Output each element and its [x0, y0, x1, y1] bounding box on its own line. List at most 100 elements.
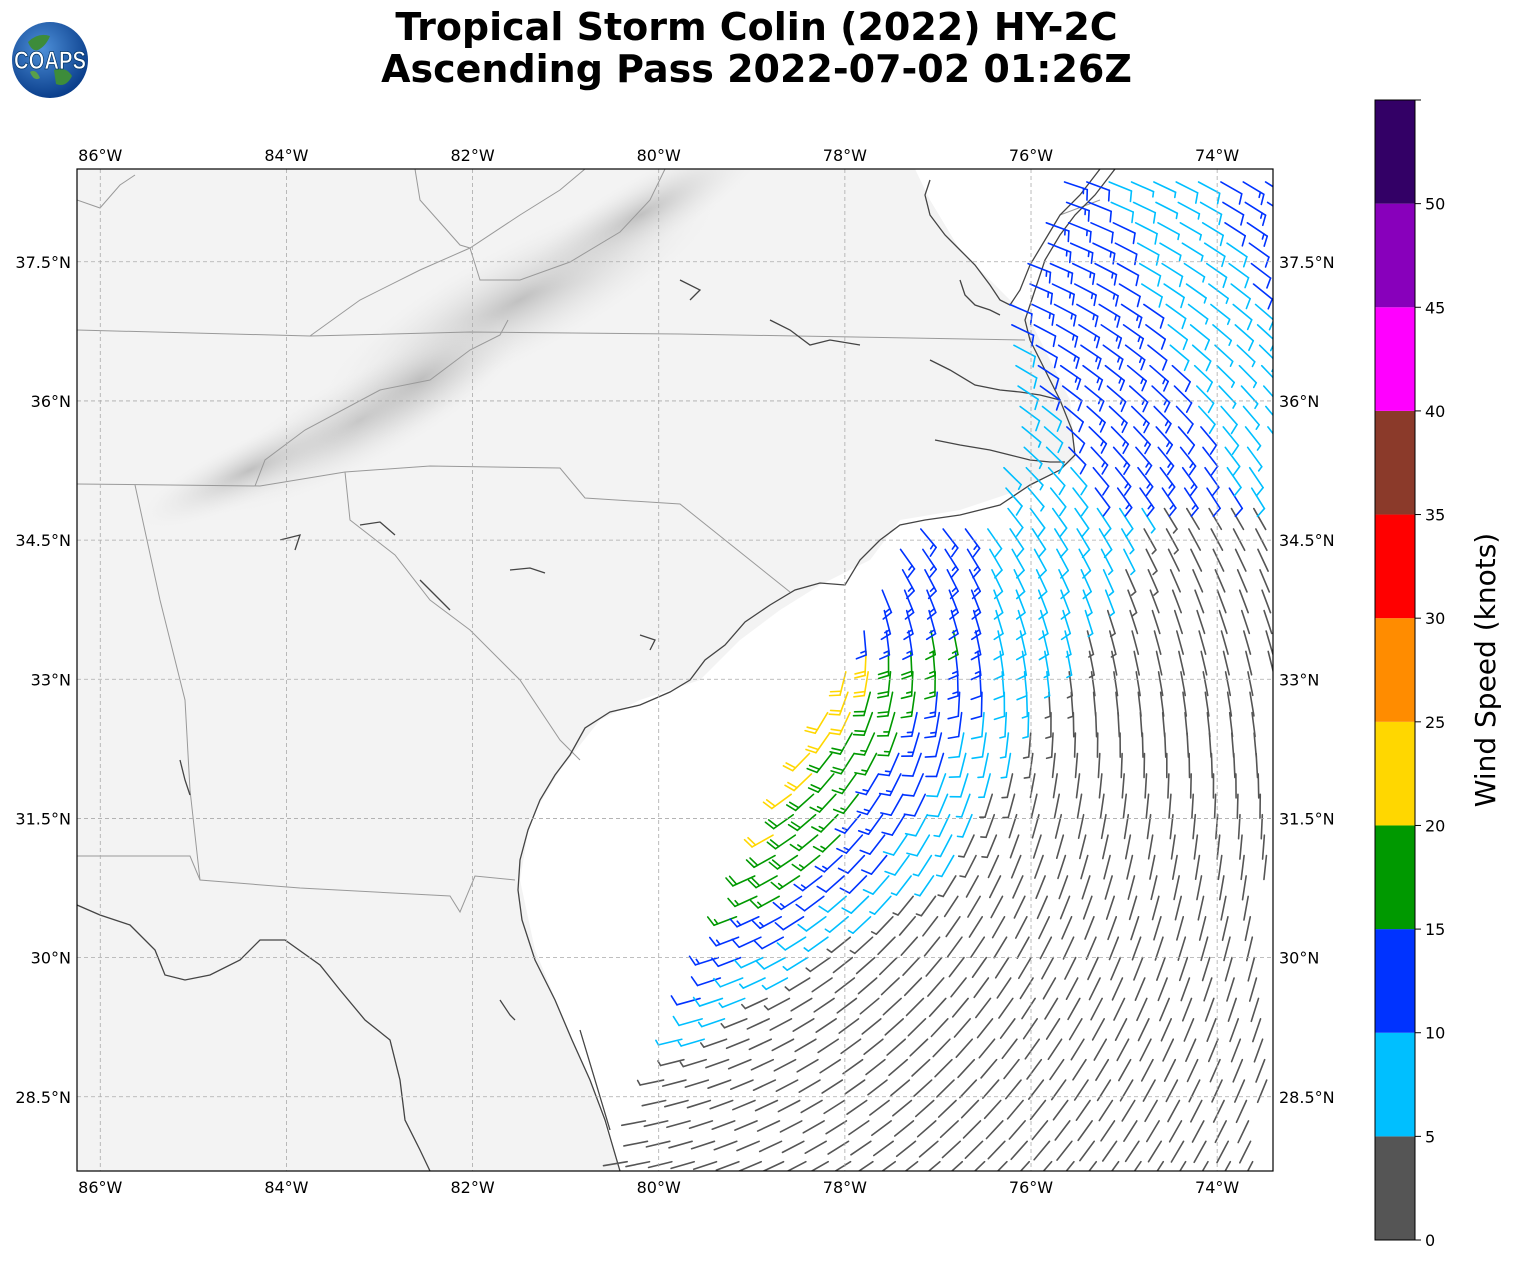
wind-barb-801 — [1151, 385, 1171, 413]
colorbar-tick-label-10: 50 — [1425, 195, 1445, 214]
wind-barb-269 — [1226, 977, 1235, 1002]
wind-barb-632 — [1153, 630, 1162, 655]
wind-barb-127 — [982, 1079, 1000, 1099]
wind-barb-151 — [911, 1058, 931, 1077]
wind-barb-739 — [1072, 487, 1089, 517]
wind-barb-358 — [1059, 895, 1071, 920]
wind-barb-684 — [1125, 568, 1137, 596]
lat-tick-label-left-4: 31.5°N — [15, 809, 71, 828]
wind-barb-144 — [750, 1058, 775, 1071]
wind-barb-829 — [1236, 344, 1256, 368]
wind-barb-643 — [993, 609, 1004, 641]
wind-barb-274 — [755, 956, 787, 970]
wind-barb-11 — [857, 1160, 874, 1171]
wind-barb-552 — [1045, 711, 1052, 739]
wind-barb-254 — [880, 977, 900, 996]
wind-barb-636 — [1243, 630, 1252, 655]
wind-barb-257 — [950, 977, 967, 998]
wind-barb-914 — [1220, 181, 1243, 205]
wind-barb-903 — [1199, 201, 1223, 226]
wind-barb-849 — [1143, 303, 1165, 329]
wind-barb-471 — [1076, 793, 1083, 819]
wind-barb-869 — [1094, 262, 1118, 286]
wind-barb-855 — [1029, 283, 1053, 305]
wind-barb-630 — [1108, 630, 1117, 658]
wind-barb-376 — [937, 875, 957, 898]
wind-barb-159 — [1095, 1058, 1110, 1082]
wind-barb-525 — [877, 732, 898, 757]
wind-barb-68 — [871, 1120, 892, 1137]
wind-barb-25 — [1179, 1160, 1187, 1171]
wind-barb-802 — [1173, 385, 1193, 413]
wind-barb-468 — [1002, 793, 1016, 819]
wind-barb-754 — [1137, 466, 1154, 497]
wind-barb-438 — [811, 813, 839, 833]
wind-barb-881 — [1136, 242, 1160, 266]
wind-barb-146 — [796, 1058, 819, 1073]
wind-barb-366 — [1243, 895, 1250, 921]
logo-text: COAPS — [14, 47, 86, 75]
wind-barb-351 — [892, 895, 914, 916]
wind-barb-700 — [1100, 548, 1114, 576]
wind-barb-104 — [1075, 1099, 1091, 1122]
wind-barb-278 — [855, 956, 876, 975]
lon-tick-label-bottom-2: 82°W — [450, 1178, 494, 1197]
wind-barb-759 — [1248, 466, 1264, 497]
wind-barbs — [602, 181, 1273, 1171]
wind-barb-1 — [625, 1160, 651, 1168]
wind-barb-489 — [1001, 773, 1014, 799]
wind-barb-547 — [924, 711, 941, 739]
wind-barb-637 — [1265, 630, 1273, 655]
wind-barb-326 — [847, 915, 872, 935]
wind-barb-653 — [1218, 609, 1228, 635]
wind-barb-315 — [1154, 936, 1164, 961]
wind-barb-280 — [902, 956, 921, 977]
wind-barb-454 — [1192, 813, 1197, 840]
wind-barb-143 — [727, 1058, 752, 1070]
wind-barb-621 — [902, 630, 914, 661]
wind-barb-282 — [948, 956, 965, 978]
wind-barb-231 — [928, 997, 947, 1018]
wind-barb-73 — [985, 1120, 1004, 1140]
wind-barb-287 — [1064, 956, 1077, 980]
wind-barb-160 — [1118, 1058, 1132, 1082]
wind-barb-598 — [1224, 671, 1232, 697]
wind-barb-81 — [1168, 1120, 1183, 1143]
wind-barb-765 — [1135, 446, 1153, 476]
wind-barb-863 — [1208, 283, 1229, 305]
wind-barb-735 — [1253, 507, 1267, 531]
wind-barb-851 — [1187, 303, 1209, 325]
wind-barb-295 — [1247, 956, 1256, 982]
wind-barb-432 — [1193, 834, 1199, 860]
wind-barb-464 — [903, 793, 927, 817]
wind-barb-101 — [1006, 1099, 1024, 1120]
wind-barb-354 — [967, 895, 981, 918]
wind-barb-378 — [988, 875, 1002, 899]
wind-barb-460 — [809, 793, 837, 813]
wind-barb-761 — [1045, 446, 1065, 475]
wind-barb-593 — [1113, 671, 1119, 697]
wind-barb-110 — [1212, 1099, 1225, 1123]
lat-tick-label-left-0: 37.5°N — [15, 253, 71, 272]
wind-barb-774 — [1088, 426, 1108, 454]
wind-barb-640 — [925, 609, 937, 641]
wind-barb-84 — [1237, 1120, 1250, 1144]
wind-barb-311 — [1062, 936, 1075, 960]
wind-barb-208 — [999, 1018, 1016, 1039]
wind-barb-362 — [1151, 895, 1160, 921]
wind-barb-794 — [1265, 405, 1273, 417]
wind-barb-864 — [1230, 283, 1251, 310]
wind-barb-741 — [1116, 487, 1133, 517]
wind-barb-445 — [980, 813, 996, 839]
wind-barb-414 — [766, 834, 797, 850]
wind-barb-507 — [925, 752, 945, 778]
wind-barb-772 — [1043, 426, 1064, 454]
wind-barb-678 — [991, 568, 1004, 600]
wind-barb-178 — [909, 1038, 929, 1057]
wind-barb-782 — [1267, 426, 1273, 435]
wind-barb-317 — [1200, 936, 1209, 962]
wind-barb-347 — [795, 895, 825, 912]
wind-barb-359 — [1082, 895, 1093, 920]
lon-tick-label-top-3: 80°W — [637, 146, 681, 165]
wind-barb-196 — [720, 1018, 748, 1029]
